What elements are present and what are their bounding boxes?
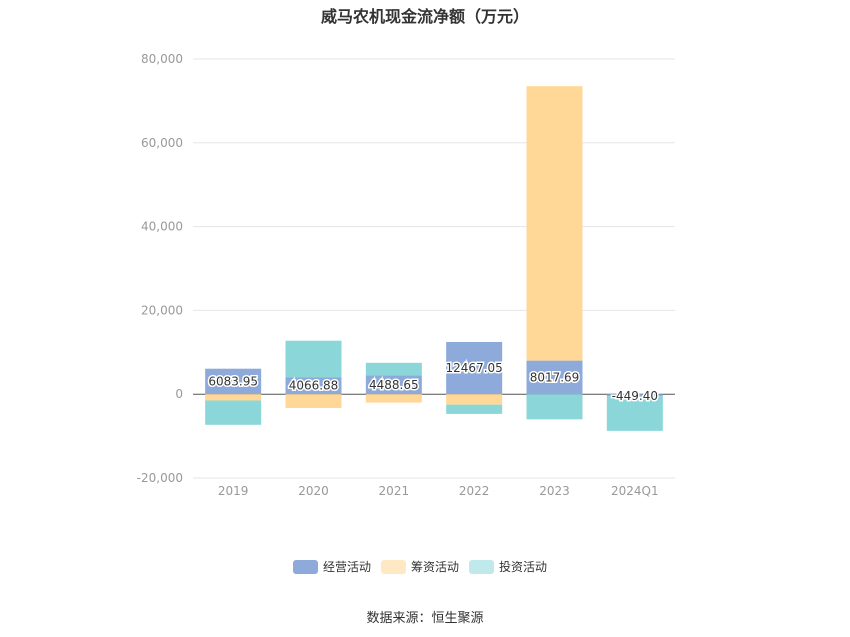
x-tick-label: 2022 bbox=[459, 484, 490, 498]
bar-投资活动-2019 bbox=[205, 400, 262, 425]
y-tick-label: 60,000 bbox=[141, 136, 183, 150]
bar-筹资活动-2023 bbox=[526, 86, 583, 361]
bar-投资活动-2021 bbox=[365, 362, 422, 376]
bar-经营活动-2022 bbox=[446, 341, 503, 395]
data-source: 数据来源：恒生聚源 bbox=[366, 611, 484, 626]
legend-label-筹资活动: 筹资活动 bbox=[411, 560, 459, 574]
y-tick-label: 0 bbox=[175, 387, 183, 401]
bar-筹资活动-2022 bbox=[446, 394, 503, 405]
data-label: 4066.88 bbox=[289, 379, 339, 393]
bar-投资活动-2020 bbox=[285, 340, 342, 378]
bar-筹资活动-2019 bbox=[205, 394, 262, 401]
legend-label-投资活动: 投资活动 bbox=[499, 559, 547, 574]
x-tick-label: 2024Q1 bbox=[611, 484, 659, 498]
y-tick-label: 40,000 bbox=[141, 220, 183, 234]
bar-经营活动-2021 bbox=[365, 375, 422, 395]
data-label: 6083.95 bbox=[208, 374, 258, 388]
bar-筹资活动-2021 bbox=[365, 394, 422, 403]
y-tick-label: 20,000 bbox=[141, 303, 183, 317]
bar-投资活动-2024Q1 bbox=[606, 396, 663, 431]
legend-swatch-投资活动 bbox=[469, 560, 494, 574]
bar-经营活动-2024Q1 bbox=[606, 394, 663, 397]
y-tick-label: 80,000 bbox=[141, 52, 183, 66]
x-tick-label: 2019 bbox=[218, 484, 249, 498]
x-tick-label: 2023 bbox=[539, 484, 570, 498]
bar-经营活动-2020 bbox=[285, 377, 342, 395]
data-label: 8017.69 bbox=[530, 370, 580, 384]
x-tick-label: 2021 bbox=[379, 484, 410, 498]
data-label: 12467.05 bbox=[446, 361, 503, 375]
data-label: 4488.65 bbox=[369, 378, 419, 392]
bar-经营活动-2019 bbox=[205, 368, 262, 395]
bar-投资活动-2023 bbox=[526, 394, 583, 420]
bar-投资活动-2022 bbox=[446, 404, 503, 414]
y-tick-label: -20,000 bbox=[137, 471, 183, 485]
legend-label-经营活动: 经营活动 bbox=[323, 560, 371, 574]
data-label: -449.40 bbox=[612, 389, 658, 403]
bar-经营活动-2023 bbox=[526, 360, 583, 395]
chart-title: 威马农机现金流净额（万元） bbox=[320, 7, 529, 26]
legend-swatch-筹资活动 bbox=[381, 560, 406, 574]
bar-筹资活动-2020 bbox=[285, 394, 342, 409]
legend-swatch-经营活动 bbox=[293, 560, 318, 574]
x-tick-label: 2020 bbox=[298, 484, 329, 498]
